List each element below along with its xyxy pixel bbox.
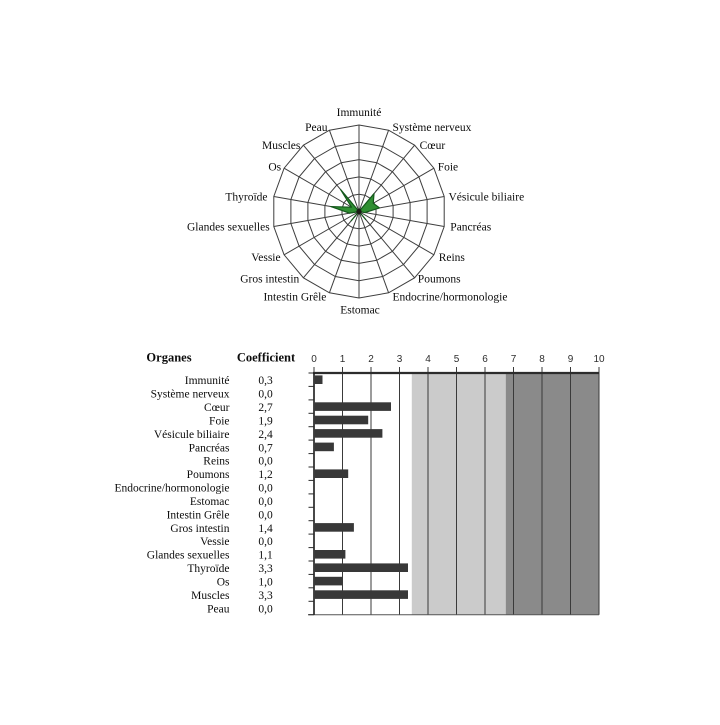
- svg-text:1,1: 1,1: [258, 550, 273, 562]
- svg-text:0,0: 0,0: [258, 536, 273, 548]
- svg-text:Reins: Reins: [203, 456, 230, 468]
- svg-text:2,7: 2,7: [258, 402, 273, 414]
- svg-text:1,2: 1,2: [258, 469, 273, 481]
- svg-text:Glandes sexuelles: Glandes sexuelles: [187, 222, 270, 234]
- svg-text:Immunité: Immunité: [185, 375, 230, 387]
- svg-text:0,0: 0,0: [258, 496, 273, 508]
- svg-text:3,3: 3,3: [258, 590, 273, 602]
- svg-text:1,4: 1,4: [258, 523, 273, 535]
- svg-text:Os: Os: [217, 577, 230, 589]
- svg-text:Glandes sexuelles: Glandes sexuelles: [147, 550, 230, 562]
- svg-text:6: 6: [482, 354, 488, 365]
- svg-text:Cœur: Cœur: [204, 402, 230, 414]
- svg-text:Coefficient: Coefficient: [237, 351, 296, 365]
- svg-text:10: 10: [593, 354, 605, 365]
- svg-text:Cœur: Cœur: [420, 140, 446, 152]
- svg-text:Muscles: Muscles: [191, 590, 230, 602]
- svg-text:0,0: 0,0: [258, 456, 273, 468]
- svg-text:Poumons: Poumons: [418, 274, 461, 286]
- svg-text:9: 9: [568, 354, 574, 365]
- svg-text:Intestin Grêle: Intestin Grêle: [167, 509, 230, 521]
- svg-text:5: 5: [454, 354, 460, 365]
- svg-text:0: 0: [311, 354, 317, 365]
- svg-text:Estomac: Estomac: [340, 305, 380, 317]
- svg-text:Endocrine/hormonologie: Endocrine/hormonologie: [393, 292, 508, 304]
- svg-text:0,3: 0,3: [258, 375, 273, 387]
- svg-text:Foie: Foie: [209, 415, 229, 427]
- svg-text:2: 2: [368, 354, 374, 365]
- svg-text:Vésicule biliaire: Vésicule biliaire: [449, 191, 525, 203]
- svg-text:Peau: Peau: [207, 603, 230, 615]
- svg-text:Pancréas: Pancréas: [189, 442, 230, 454]
- svg-text:Intestin Grêle: Intestin Grêle: [263, 292, 326, 304]
- svg-text:8: 8: [539, 354, 545, 365]
- svg-text:3: 3: [397, 354, 403, 365]
- svg-text:Reins: Reins: [439, 252, 466, 264]
- svg-text:Vessie: Vessie: [251, 252, 280, 264]
- svg-text:3,3: 3,3: [258, 563, 273, 575]
- svg-text:0,0: 0,0: [258, 603, 273, 615]
- svg-text:1: 1: [340, 354, 346, 365]
- svg-text:0,0: 0,0: [258, 389, 273, 401]
- svg-text:Estomac: Estomac: [190, 496, 230, 508]
- svg-text:0,7: 0,7: [258, 442, 273, 454]
- svg-text:Peau: Peau: [305, 122, 328, 134]
- svg-text:1,0: 1,0: [258, 577, 273, 589]
- svg-text:Vésicule biliaire: Vésicule biliaire: [154, 429, 230, 441]
- svg-text:Poumons: Poumons: [187, 469, 230, 481]
- svg-text:1,9: 1,9: [258, 415, 273, 427]
- svg-text:0,0: 0,0: [258, 509, 273, 521]
- svg-text:4: 4: [425, 354, 431, 365]
- svg-text:Os: Os: [268, 162, 281, 174]
- svg-text:Thyroïde: Thyroïde: [187, 563, 229, 575]
- svg-text:Immunité: Immunité: [337, 107, 382, 119]
- svg-text:Organes: Organes: [146, 351, 191, 365]
- svg-text:7: 7: [511, 354, 517, 365]
- svg-text:Gros intestin: Gros intestin: [170, 523, 229, 535]
- svg-text:Thyroïde: Thyroïde: [225, 191, 267, 203]
- svg-text:Muscles: Muscles: [262, 140, 301, 152]
- svg-text:2,4: 2,4: [258, 429, 273, 441]
- svg-text:Gros intestin: Gros intestin: [240, 274, 299, 286]
- svg-text:Foie: Foie: [438, 162, 458, 174]
- svg-text:Vessie: Vessie: [200, 536, 229, 548]
- svg-text:Système nerveux: Système nerveux: [151, 389, 230, 401]
- svg-text:Endocrine/hormonologie: Endocrine/hormonologie: [115, 483, 230, 495]
- svg-text:Pancréas: Pancréas: [450, 222, 491, 234]
- svg-text:Système nerveux: Système nerveux: [393, 122, 472, 134]
- svg-text:0,0: 0,0: [258, 483, 273, 495]
